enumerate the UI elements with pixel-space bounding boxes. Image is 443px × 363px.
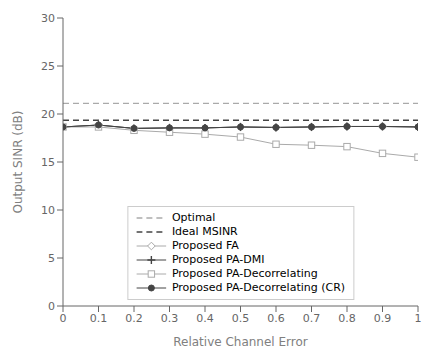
- svg-text:25: 25: [41, 60, 55, 73]
- html-text:Ideal MSINR: Ideal MSINR: [171, 225, 238, 238]
- svg-text:0.6: 0.6: [267, 312, 285, 325]
- svg-text:1: 1: [415, 312, 422, 325]
- svg-text:0.1: 0.1: [90, 312, 108, 325]
- svg-text:15: 15: [41, 156, 55, 169]
- svg-text:5: 5: [48, 252, 55, 265]
- svg-text:0.8: 0.8: [338, 312, 356, 325]
- svg-text:0.9: 0.9: [374, 312, 392, 325]
- svg-text:0.5: 0.5: [232, 312, 250, 325]
- svg-text:Output SINR (dB): Output SINR (dB): [11, 111, 25, 214]
- svg-text:Relative Channel Error: Relative Channel Error: [173, 335, 308, 349]
- svg-text:10: 10: [41, 204, 55, 217]
- html-text:Optimal: Optimal: [171, 211, 216, 224]
- svg-text:0.7: 0.7: [303, 312, 321, 325]
- html-text:Proposed FA: Proposed FA: [171, 239, 239, 252]
- svg-text:0: 0: [60, 312, 67, 325]
- html-text:Proposed PA-Decorrelating: Proposed PA-Decorrelating: [171, 267, 318, 280]
- svg-text:0: 0: [48, 300, 55, 313]
- svg-text:20: 20: [41, 108, 55, 121]
- html-text:Proposed PA-Decorrelating (CR): Proposed PA-Decorrelating (CR): [171, 281, 346, 294]
- svg-text:0.4: 0.4: [196, 312, 214, 325]
- svg-text:30: 30: [41, 12, 55, 25]
- html-text:Proposed PA-DMI: Proposed PA-DMI: [171, 253, 265, 266]
- svg-text:0.2: 0.2: [125, 312, 143, 325]
- svg-text:0.3: 0.3: [161, 312, 179, 325]
